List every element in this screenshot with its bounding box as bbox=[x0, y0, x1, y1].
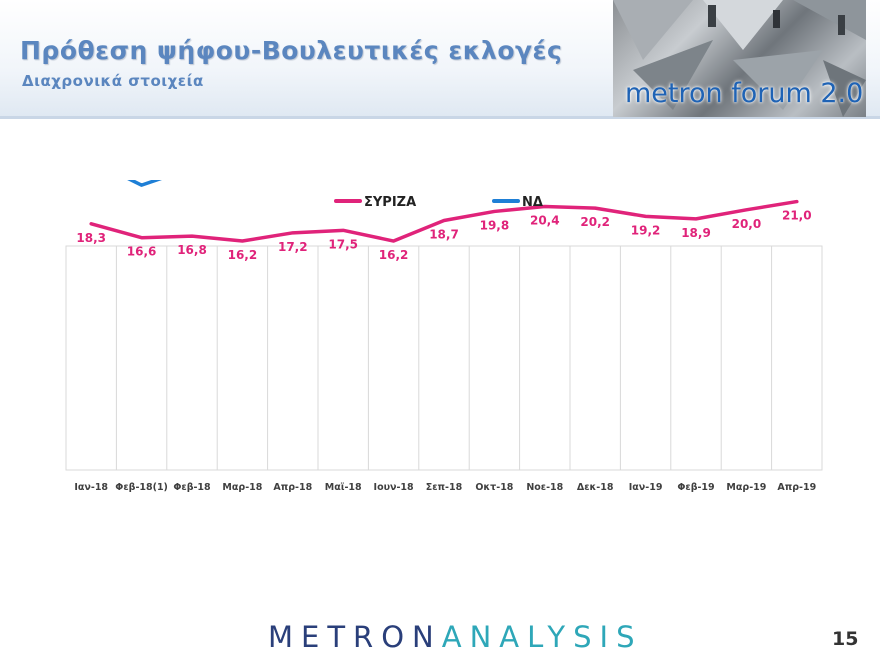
series-line-syriza bbox=[89, 199, 799, 243]
data-label: 18,3 bbox=[76, 231, 106, 245]
data-label: 16,2 bbox=[379, 248, 409, 262]
data-label: 16,6 bbox=[127, 245, 157, 259]
metron-analysis-logo: METRONANALYSIS bbox=[268, 620, 643, 654]
legend-label: ΝΔ bbox=[522, 195, 543, 210]
data-label: 16,8 bbox=[177, 243, 207, 257]
legend-label: ΣΥΡΙΖΑ bbox=[364, 195, 416, 210]
logo-photo-pattern bbox=[613, 0, 866, 117]
page-title: Πρόθεση ψήφου-Βουλευτικές εκλογές bbox=[20, 36, 563, 65]
data-label: 18,9 bbox=[681, 226, 711, 240]
x-tick-label: Οκτ-18 bbox=[475, 482, 513, 493]
x-tick-label: Μαϊ-18 bbox=[325, 482, 362, 493]
data-label: 17,5 bbox=[328, 237, 358, 251]
x-tick-label: Φεβ-18 bbox=[173, 482, 211, 493]
data-label: 17,2 bbox=[278, 240, 308, 254]
x-tick-label: Σεπ-18 bbox=[426, 482, 463, 493]
page-number: 15 bbox=[832, 628, 859, 650]
data-label: 20,4 bbox=[530, 214, 560, 228]
x-tick-label: Ιαν-19 bbox=[629, 482, 663, 493]
x-tick-label: Μαρ-18 bbox=[222, 482, 262, 493]
data-label: 16,2 bbox=[228, 248, 258, 262]
x-tick-label: Φεβ-18(1) bbox=[115, 482, 168, 493]
x-tick-label: Μαρ-19 bbox=[726, 482, 766, 493]
x-tick-label: Δεκ-18 bbox=[577, 482, 614, 493]
plot-area bbox=[65, 245, 823, 471]
page-subtitle: Διαχρονικά στοιχεία bbox=[22, 72, 204, 90]
data-label: 20,0 bbox=[732, 217, 762, 231]
header-divider bbox=[0, 116, 880, 119]
x-tick-label: Απρ-18 bbox=[273, 482, 312, 493]
x-tick-label: Ιουν-18 bbox=[374, 482, 415, 493]
data-label: 18,7 bbox=[429, 227, 459, 241]
data-label: 20,2 bbox=[580, 215, 610, 229]
brand-part2: ANALYSIS bbox=[441, 620, 643, 654]
data-label: 19,2 bbox=[631, 223, 661, 237]
x-tick-label: Φεβ-19 bbox=[677, 482, 714, 493]
x-tick-label: Απρ-19 bbox=[777, 482, 816, 493]
x-tick-label: Ιαν-18 bbox=[74, 482, 108, 493]
x-tick-label: Νοε-18 bbox=[526, 482, 563, 493]
series-line-nd bbox=[89, 132, 799, 187]
data-label: 19,8 bbox=[480, 218, 510, 232]
logo-text: metron forum 2.0 bbox=[625, 78, 864, 109]
line-chart: Ιαν-18 Φεβ-18(1) Φεβ-18 Μαρ-18 Απρ-18 Μαϊ-18 Ι… bbox=[65, 112, 823, 493]
metron-forum-logo: metron forum 2.0 bbox=[613, 0, 866, 117]
brand-part1: METRON bbox=[268, 620, 442, 654]
data-label: 21,0 bbox=[782, 209, 812, 223]
chart-area: Ιαν-18 Φεβ-18(1) Φεβ-18 Μαρ-18 Απρ-18 Μαϊ-18 Ι… bbox=[0, 112, 880, 510]
